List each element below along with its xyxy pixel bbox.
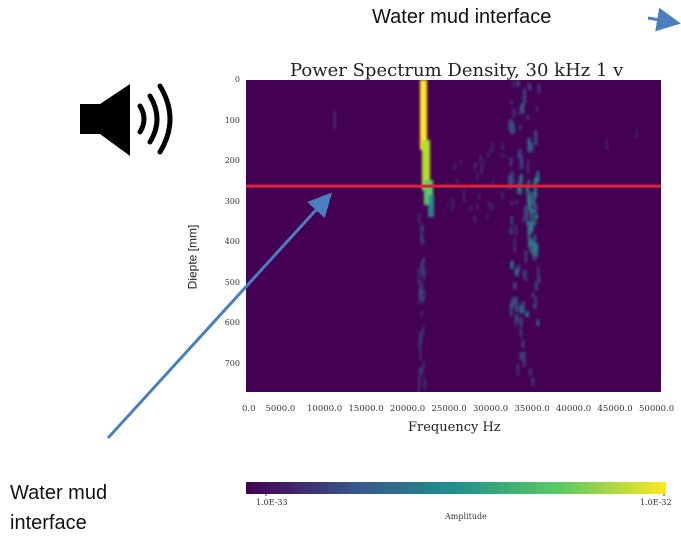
y-tick-label: 100 bbox=[224, 115, 240, 125]
y-tick-label: 200 bbox=[224, 156, 240, 166]
chart-title: Power Spectrum Density, 30 kHz 1 v bbox=[290, 60, 624, 81]
colorbar-label: Amplitude bbox=[445, 512, 487, 521]
colorbar-max-label: 1.0E-32 bbox=[640, 498, 672, 507]
colorbar bbox=[246, 482, 666, 496]
annotation-bottom-line1: Water mud bbox=[10, 482, 108, 504]
y-tick-label: 700 bbox=[224, 358, 240, 368]
x-tick-label: 0.0 bbox=[242, 404, 256, 414]
y-tick-label: 300 bbox=[224, 196, 240, 206]
x-tick-label: 40000.0 bbox=[556, 404, 592, 414]
x-tick-label: 10000.0 bbox=[307, 404, 343, 414]
y-tick-label: 400 bbox=[224, 237, 240, 247]
x-tick-label: 50000.0 bbox=[639, 404, 675, 414]
x-tick-label: 20000.0 bbox=[390, 404, 426, 414]
y-tick-label: 500 bbox=[224, 277, 240, 287]
plot-background bbox=[246, 80, 661, 392]
x-tick-label: 25000.0 bbox=[431, 404, 467, 414]
annotation-top-label: Water mud interface bbox=[372, 6, 552, 28]
annotation-bottom-line2: interface bbox=[10, 512, 87, 534]
arrow-top bbox=[647, 7, 681, 32]
annotation-bottom-label: Water mud interface bbox=[10, 478, 107, 538]
y-tick-label: 600 bbox=[224, 318, 240, 328]
speaker-icon[interactable] bbox=[78, 82, 184, 160]
arrow-bottom bbox=[106, 192, 333, 440]
x-tick-label: 45000.0 bbox=[597, 404, 633, 414]
colorbar-min-label: 1.0E-33 bbox=[256, 498, 288, 507]
x-tick-label: 15000.0 bbox=[348, 404, 384, 414]
psd-heatmap bbox=[246, 80, 661, 392]
x-tick-label: 30000.0 bbox=[473, 404, 509, 414]
x-tick-label: 5000.0 bbox=[265, 404, 296, 414]
y-tick-label: 0 bbox=[234, 75, 240, 84]
x-tick-label: 35000.0 bbox=[514, 404, 550, 414]
x-axis-label: Frequency Hz bbox=[408, 420, 501, 435]
